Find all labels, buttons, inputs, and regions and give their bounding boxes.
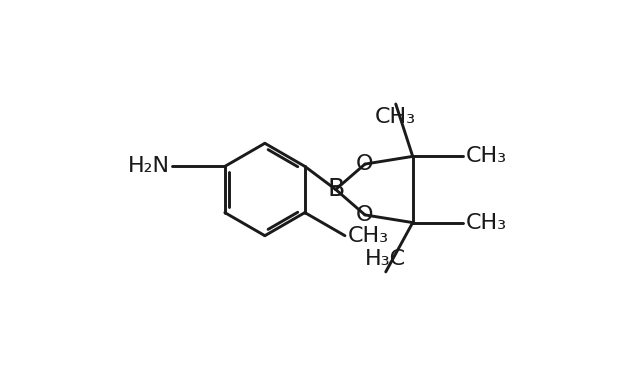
Text: H₃C: H₃C [365, 249, 406, 269]
Text: B: B [327, 178, 344, 201]
Text: CH₃: CH₃ [466, 146, 507, 166]
Text: O: O [356, 205, 374, 225]
Text: CH₃: CH₃ [375, 107, 417, 127]
Text: CH₃: CH₃ [466, 212, 507, 232]
Text: H₂N: H₂N [127, 156, 170, 176]
Text: CH₃: CH₃ [348, 226, 389, 246]
Text: O: O [356, 154, 374, 174]
